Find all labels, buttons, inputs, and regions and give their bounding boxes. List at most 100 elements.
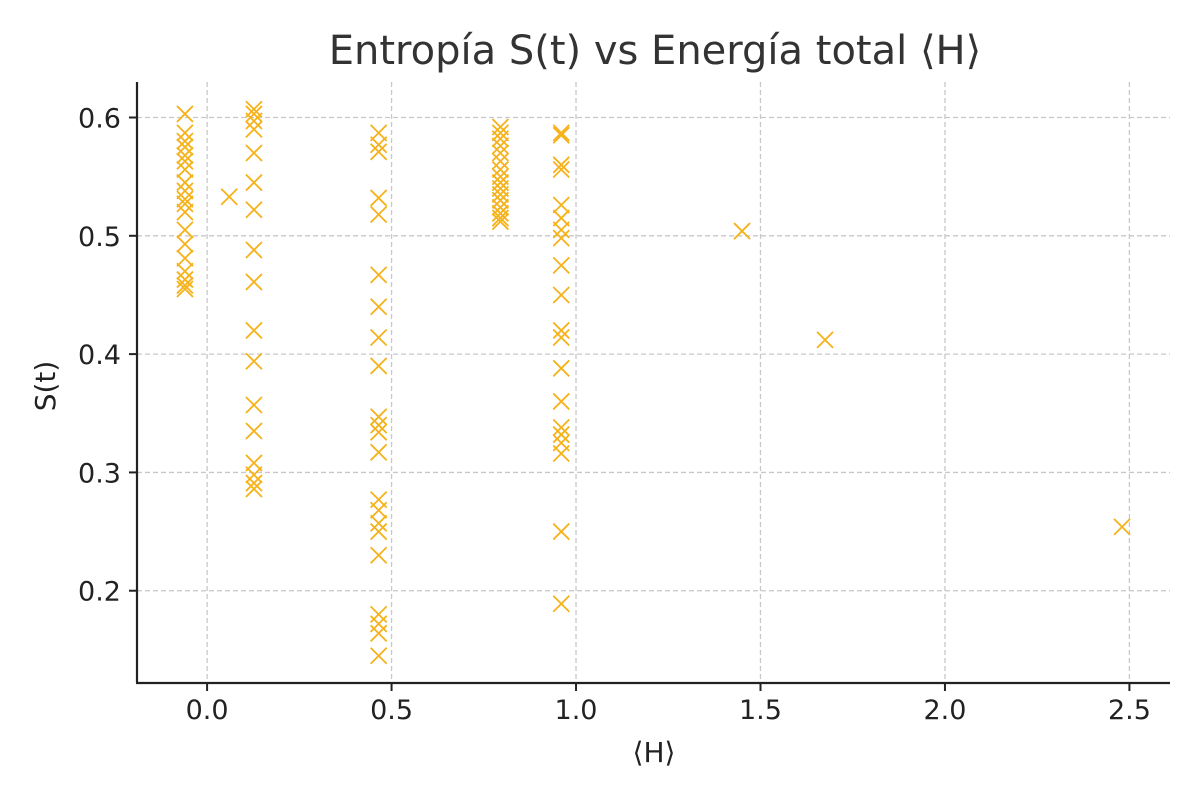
data-point-x-marker	[370, 136, 388, 154]
data-point-x-marker	[491, 212, 510, 231]
data-point-x-marker	[552, 595, 570, 613]
data-point-x-marker	[245, 273, 263, 291]
data-point-x-marker	[552, 321, 570, 340]
data-point-x-marker	[491, 152, 510, 170]
data-point-x-marker	[552, 425, 570, 444]
data-point-x-marker	[220, 188, 238, 206]
data-point-x-marker	[552, 286, 570, 304]
data-point-x-marker	[491, 191, 510, 209]
data-point-x-marker	[552, 221, 570, 239]
data-point-x-marker	[176, 132, 194, 150]
data-point-x-marker	[176, 173, 194, 192]
data-point-x-marker	[370, 624, 388, 642]
data-point-x-marker	[552, 229, 570, 247]
data-point-x-marker	[552, 196, 570, 214]
data-point-x-marker	[176, 276, 194, 295]
data-point-x-marker	[370, 408, 388, 426]
x-tick-label: 1.0	[555, 695, 598, 726]
data-point-x-marker	[176, 280, 194, 298]
data-point-x-marker	[245, 474, 263, 492]
data-point-x-marker	[176, 262, 194, 280]
grid	[137, 82, 1170, 683]
data-point-x-marker	[370, 357, 388, 375]
data-point-x-marker	[370, 189, 388, 207]
data-point-x-marker	[552, 124, 570, 142]
data-points	[176, 100, 1131, 665]
data-point-x-marker	[176, 124, 194, 142]
data-point-x-marker	[245, 422, 263, 440]
data-point-x-marker	[552, 126, 570, 144]
x-tick-label: 2.5	[1108, 695, 1151, 726]
data-point-x-marker	[370, 605, 388, 624]
data-point-x-marker	[245, 105, 263, 123]
data-point-x-marker	[370, 501, 388, 519]
y-tick-label: 0.6	[78, 103, 121, 134]
data-point-x-marker	[491, 130, 510, 148]
data-point-x-marker	[491, 160, 510, 179]
data-point-x-marker	[370, 522, 388, 541]
data-point-x-marker	[245, 321, 263, 340]
data-point-x-marker	[816, 331, 834, 349]
data-point-x-marker	[245, 112, 263, 130]
data-point-x-marker	[245, 173, 263, 192]
data-point-x-marker	[176, 221, 194, 239]
data-point-x-marker	[245, 466, 263, 484]
data-point-x-marker	[552, 392, 570, 411]
y-tick-label: 0.4	[78, 340, 121, 371]
data-point-x-marker	[370, 615, 388, 633]
data-point-x-marker	[176, 160, 194, 179]
data-point-x-marker	[245, 144, 263, 162]
data-point-x-marker	[176, 235, 194, 253]
y-tick-label: 0.3	[78, 458, 121, 489]
data-point-x-marker	[733, 222, 751, 240]
y-tick-label: 0.5	[78, 222, 121, 253]
y-axis-label: S(t)	[29, 361, 62, 412]
x-tick-label: 0.5	[370, 695, 413, 726]
data-point-x-marker	[245, 480, 263, 498]
data-point-x-marker	[370, 647, 388, 665]
data-point-x-marker	[370, 266, 388, 284]
data-point-x-marker	[245, 201, 263, 219]
data-point-x-marker	[245, 352, 263, 370]
data-point-x-marker	[176, 146, 194, 164]
data-point-x-marker	[552, 328, 570, 347]
data-point-x-marker	[370, 514, 388, 532]
data-point-x-marker	[552, 359, 570, 377]
x-tick-label: 0.0	[186, 695, 229, 726]
x-tick-label: 1.5	[739, 695, 782, 726]
data-point-x-marker	[491, 209, 510, 227]
data-point-x-marker	[491, 144, 510, 162]
data-point-x-marker	[552, 444, 570, 463]
data-point-x-marker	[491, 124, 510, 142]
data-point-x-marker	[552, 522, 570, 541]
data-point-x-marker	[552, 160, 570, 179]
data-point-x-marker	[370, 443, 388, 461]
data-point-x-marker	[370, 416, 388, 434]
data-point-x-marker	[1113, 518, 1131, 536]
data-point-x-marker	[491, 185, 510, 204]
x-axis-ticks: 0.0 0.5 1.0 1.5 2.0 2.5	[186, 683, 1151, 726]
data-point-x-marker	[370, 298, 388, 316]
data-point-x-marker	[245, 120, 263, 138]
data-point-x-marker	[176, 152, 194, 170]
data-point-x-marker	[176, 138, 194, 156]
data-point-x-marker	[370, 423, 388, 441]
data-point-x-marker	[245, 396, 263, 414]
data-point-x-marker	[552, 256, 570, 275]
data-point-x-marker	[176, 190, 194, 208]
chart-title: Entropía S(t) vs Energía total ⟨H⟩	[329, 28, 981, 74]
data-point-x-marker	[176, 182, 194, 200]
data-point-x-marker	[491, 204, 510, 222]
data-point-x-marker	[176, 195, 194, 213]
data-point-x-marker	[370, 546, 388, 564]
data-point-x-marker	[176, 105, 194, 123]
data-point-x-marker	[552, 418, 570, 437]
x-axis-label: ⟨H⟩	[633, 736, 676, 769]
y-tick-label: 0.2	[78, 577, 121, 608]
x-tick-label: 2.0	[923, 695, 966, 726]
data-point-x-marker	[245, 241, 263, 259]
y-axis-ticks: 0.2 0.3 0.4 0.5 0.6	[78, 103, 137, 608]
data-point-x-marker	[370, 205, 388, 224]
data-point-x-marker	[370, 143, 388, 161]
